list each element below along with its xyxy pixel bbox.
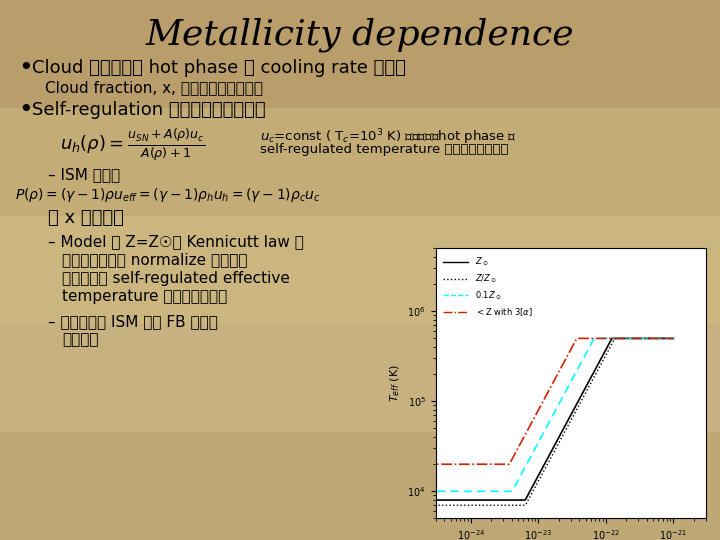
Legend: $Z_\odot$, $Z/Z_\odot$, $0.1 Z_\odot$, $<$Z with 3[$\alpha$]: $Z_\odot$, $Z/Z_\odot$, $0.1 Z_\odot$, $… (440, 253, 536, 321)
Text: – ISM の圧力: – ISM の圧力 (48, 167, 120, 183)
Text: self-regulated temperature は密度だけの関数: self-regulated temperature は密度だけの関数 (260, 144, 508, 157)
Text: •: • (18, 98, 32, 122)
Text: Cloud の形成率が hot phase の cooling rate に依存: Cloud の形成率が hot phase の cooling rate に依存 (32, 59, 406, 77)
Text: •: • (18, 56, 32, 80)
Bar (0, 0, 720, 108)
Bar (0, 324, 720, 432)
Text: Metallicity dependence: Metallicity dependence (145, 18, 575, 52)
Text: $u_c$=const ( T$_c$=10$^3$ K) とすると、hot phase の: $u_c$=const ( T$_c$=10$^3$ K) とすると、hot p… (260, 127, 517, 147)
Text: temperature は金属量に依存: temperature は金属量に依存 (62, 288, 228, 303)
Bar (0, 108, 720, 216)
Text: は x で決まる: は x で決まる (48, 209, 124, 227)
Bar (0, 432, 720, 540)
Text: 再現するように normalize すると各: 再現するように normalize すると各 (62, 253, 248, 267)
Y-axis label: $T_{eff}$ (K): $T_{eff}$ (K) (388, 364, 402, 402)
Text: – Model を Z=Z☉で Kennicutt law を: – Model を Z=Z☉で Kennicutt law を (48, 234, 304, 249)
Text: 金属量での self-regulated effective: 金属量での self-regulated effective (62, 271, 290, 286)
Text: が強い。: が強い。 (62, 333, 99, 348)
Text: Self-regulation が働いているとき、: Self-regulation が働いているとき、 (32, 101, 266, 119)
Text: $P(\rho) = (\gamma-1)\rho u_{eff} = (\gamma-1)\rho_h u_h = (\gamma-1)\rho_c u_c$: $P(\rho) = (\gamma-1)\rho u_{eff} = (\ga… (15, 186, 321, 204)
Text: $u_h(\rho) = \frac{u_{SN} + A(\rho)u_c}{A(\rho)+1}$: $u_h(\rho) = \frac{u_{SN} + A(\rho)u_c}{… (60, 127, 205, 163)
Bar (0, 216, 720, 324)
Text: Cloud fraction, x, は金属量に依存する: Cloud fraction, x, は金属量に依存する (45, 80, 263, 96)
Text: – 低金属量の ISM ほど FB の影響: – 低金属量の ISM ほど FB の影響 (48, 314, 218, 329)
